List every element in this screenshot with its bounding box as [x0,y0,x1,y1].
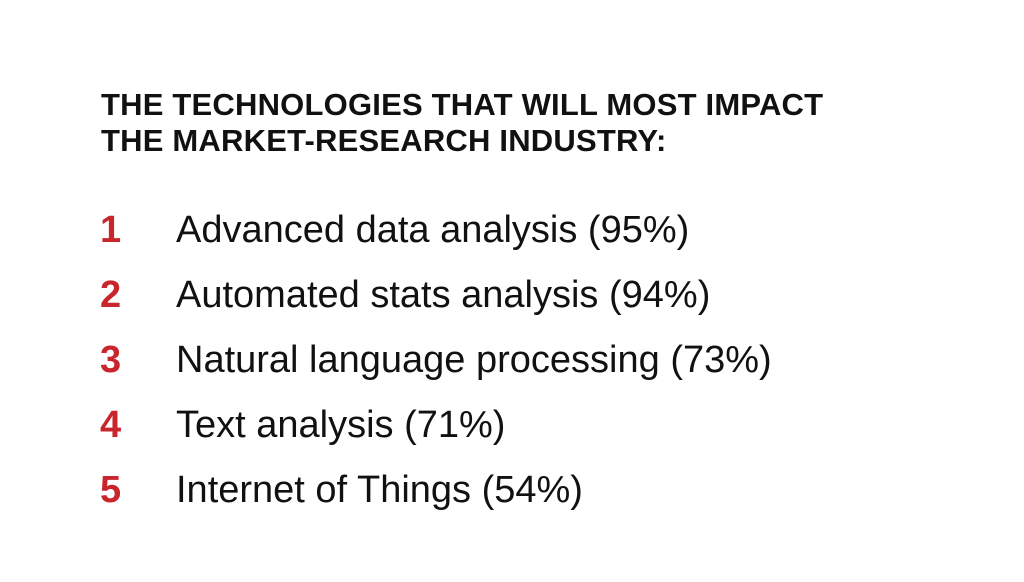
page-title: THE TECHNOLOGIES THAT WILL MOST IMPACT T… [101,87,961,159]
list-item: 2 Automated stats analysis (94%) [100,262,980,327]
technology-ranking-list: 1 Advanced data analysis (95%) 2 Automat… [100,197,980,522]
rank-number: 5 [100,468,122,511]
list-item: 1 Advanced data analysis (95%) [100,197,980,262]
rank-number: 3 [100,338,122,381]
technology-label: Text analysis (71%) [176,403,506,446]
title-line-2: THE MARKET-RESEARCH INDUSTRY: [101,122,667,158]
rank-number: 4 [100,403,122,446]
rank-number: 2 [100,273,122,316]
technology-label: Advanced data analysis (95%) [176,208,690,251]
technology-label: Natural language processing (73%) [176,338,772,381]
title-line-1: THE TECHNOLOGIES THAT WILL MOST IMPACT [101,86,824,122]
technology-label: Internet of Things (54%) [176,468,583,511]
technology-label: Automated stats analysis (94%) [176,273,711,316]
list-item: 5 Internet of Things (54%) [100,457,980,522]
list-item: 4 Text analysis (71%) [100,392,980,457]
list-item: 3 Natural language processing (73%) [100,327,980,392]
rank-number: 1 [100,208,122,251]
